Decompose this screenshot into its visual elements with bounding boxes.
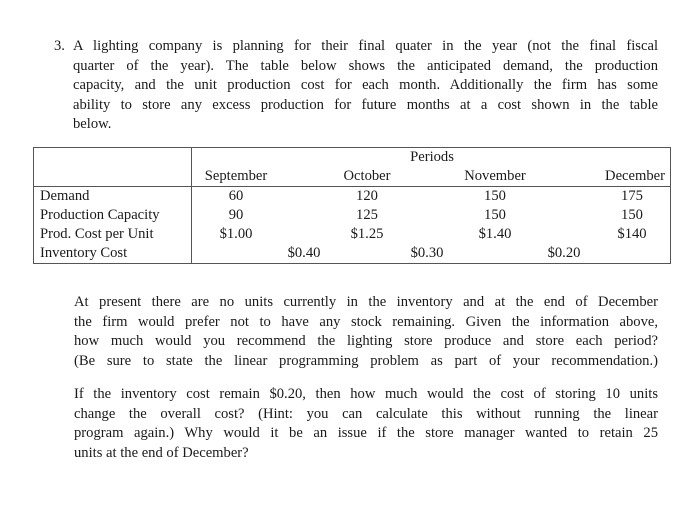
intro-line: A lighting company is planning for their… <box>73 38 658 54</box>
capacity-november: 150 <box>484 207 506 223</box>
table-column-divider <box>191 148 192 263</box>
demand-september: 60 <box>228 188 244 204</box>
intro-line: below. <box>73 116 112 133</box>
demand-october: 120 <box>356 188 378 204</box>
paragraph-line: program again.) Why would it be an issue… <box>74 425 658 442</box>
cost-november: $1.40 <box>478 226 512 242</box>
cost-december: $140 <box>617 226 647 242</box>
inventory-cost-oct-nov: $0.30 <box>410 245 444 261</box>
intro-line: capacity, and the unit production cost f… <box>73 77 658 94</box>
inventory-cost-nov-dec: $0.20 <box>547 245 581 261</box>
capacity-october: 125 <box>356 207 378 223</box>
problem-number: 3. <box>54 38 65 54</box>
paragraph-line: (Be sure to state the linear programming… <box>74 352 658 369</box>
problem-intro: A lighting company is planning for their… <box>73 37 658 135</box>
intro-line: ability to store any excess production f… <box>73 96 658 113</box>
cost-october: $1.25 <box>350 226 384 242</box>
question-paragraph-2: If the inventory cost remain $0.20, then… <box>74 385 658 463</box>
question-paragraph-1: At present there are no units currently … <box>74 293 658 371</box>
problem-statement: 3. A lighting company is planning for th… <box>54 37 658 135</box>
month-header-december: December <box>605 168 665 184</box>
periods-header: Periods <box>410 149 454 165</box>
demand-december: 175 <box>621 188 643 204</box>
paragraph-line: If the inventory cost remain $0.20, then… <box>74 386 658 402</box>
paragraph-line: how much would you recommend the lightin… <box>74 333 658 350</box>
capacity-december: 150 <box>621 207 643 223</box>
paragraph-line: At present there are no units currently … <box>74 294 658 310</box>
month-header-november: November <box>464 168 526 184</box>
intro-line: quarter of the year). The table below sh… <box>73 57 658 74</box>
row-label-production-capacity: Production Capacity <box>40 207 160 223</box>
cost-september: $1.00 <box>219 226 253 242</box>
demand-november: 150 <box>484 188 506 204</box>
row-label-inventory-cost: Inventory Cost <box>40 245 128 261</box>
row-label-prod-cost: Prod. Cost per Unit <box>40 226 154 242</box>
production-table: Periods September October November Decem… <box>33 147 671 264</box>
inventory-cost-sep-oct: $0.40 <box>287 245 321 261</box>
row-label-demand: Demand <box>40 188 90 204</box>
paragraph-line: the firm would prefer not to have any st… <box>74 313 658 330</box>
table-header-divider <box>34 186 670 187</box>
paragraph-line: change the overall cost? (Hint: you can … <box>74 405 658 422</box>
month-header-september: September <box>204 168 268 184</box>
capacity-september: 90 <box>228 207 244 223</box>
paragraph-line: units at the end of December? <box>74 444 249 461</box>
month-header-october: October <box>343 168 391 184</box>
